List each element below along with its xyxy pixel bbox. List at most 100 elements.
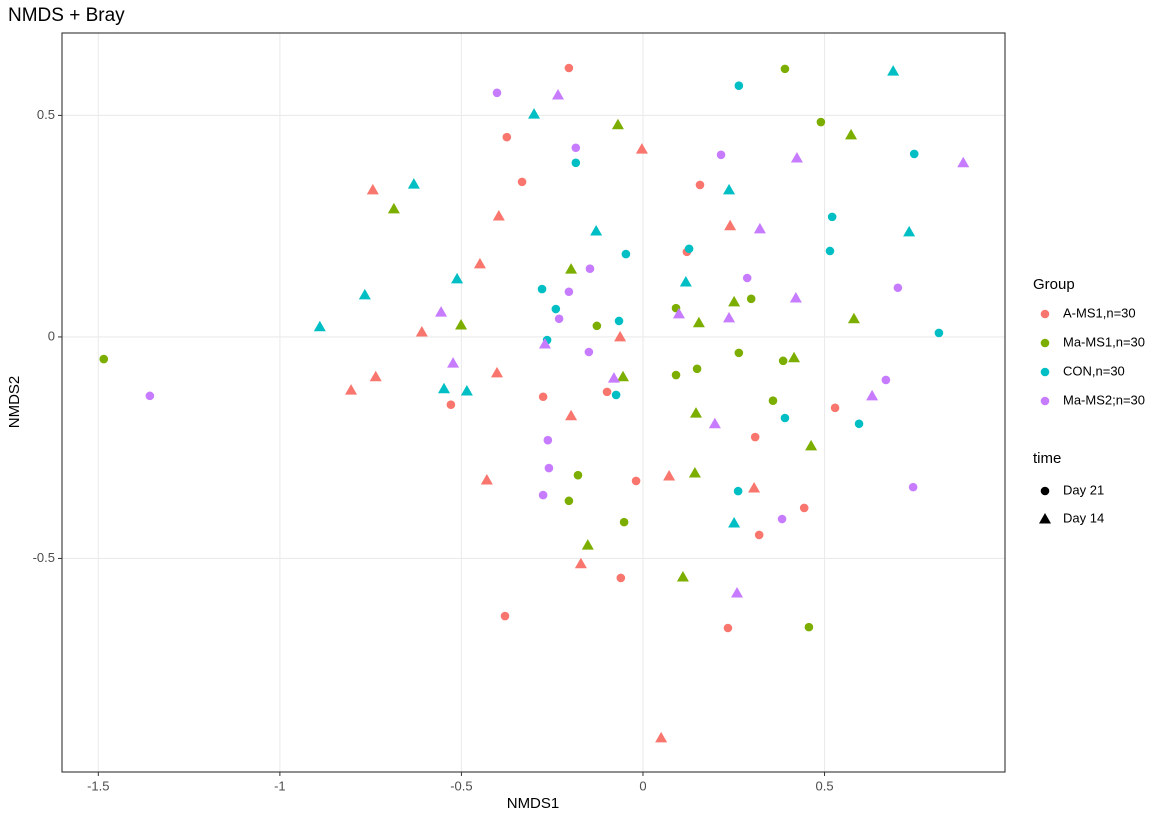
point — [573, 470, 583, 480]
x-tick-label: 0.5 — [815, 778, 833, 793]
point — [780, 64, 790, 74]
point — [564, 63, 574, 73]
point — [866, 389, 879, 401]
point — [585, 264, 595, 274]
point — [145, 391, 155, 401]
x-tick-label: -0.5 — [450, 778, 472, 793]
point — [789, 291, 802, 303]
point — [799, 503, 809, 513]
point — [451, 272, 464, 284]
point — [565, 263, 578, 274]
point — [723, 623, 733, 633]
point — [684, 244, 694, 254]
x-tick-label: 0 — [639, 778, 646, 793]
point — [358, 288, 371, 300]
point — [554, 314, 564, 324]
point — [537, 284, 547, 294]
point — [565, 409, 578, 421]
point — [500, 611, 510, 621]
point — [564, 287, 574, 297]
point — [584, 347, 594, 357]
point — [369, 370, 382, 382]
point — [543, 435, 553, 445]
point — [788, 351, 801, 363]
legend-label: A-MS1,n=30 — [1063, 305, 1136, 320]
point — [617, 370, 630, 382]
point — [616, 573, 626, 583]
y-axis-label: NMDS2 — [6, 376, 23, 429]
point — [611, 118, 624, 130]
point — [407, 178, 420, 189]
point — [538, 392, 548, 402]
x-tick-label: -1 — [274, 778, 286, 793]
point — [611, 390, 621, 400]
point — [99, 354, 109, 364]
y-tick-label: 0.5 — [37, 107, 55, 122]
point — [723, 311, 736, 323]
point — [847, 312, 860, 324]
point — [804, 622, 814, 632]
point — [446, 400, 456, 410]
point — [708, 417, 721, 429]
point — [663, 470, 676, 481]
point — [672, 307, 685, 319]
legend-title: Group — [1033, 276, 1075, 293]
legend-key — [1039, 513, 1051, 524]
point — [816, 117, 826, 127]
point — [437, 382, 450, 394]
point — [768, 396, 778, 406]
point — [619, 517, 629, 527]
point — [590, 225, 603, 236]
point — [614, 330, 627, 342]
point — [845, 128, 858, 140]
x-tick-label: -1.5 — [87, 778, 109, 793]
point — [313, 320, 326, 332]
point — [676, 571, 689, 582]
legend-label: CON,n=30 — [1063, 363, 1125, 378]
point — [750, 432, 760, 442]
point — [881, 375, 891, 385]
point — [854, 419, 864, 429]
point — [631, 476, 641, 486]
point — [731, 587, 744, 598]
point — [734, 81, 744, 91]
point — [538, 338, 551, 349]
point — [655, 731, 668, 743]
point — [695, 180, 705, 190]
x-axis-label: NMDS1 — [507, 795, 560, 812]
point — [473, 257, 486, 269]
y-tick-label: -0.5 — [33, 550, 55, 565]
point — [734, 348, 744, 358]
point — [748, 482, 761, 493]
point — [746, 294, 756, 304]
point — [581, 539, 594, 550]
point — [716, 150, 726, 160]
point — [671, 370, 681, 380]
point — [723, 183, 736, 195]
legend-title: time — [1033, 450, 1061, 467]
point — [460, 384, 473, 396]
point — [909, 149, 919, 159]
point — [564, 496, 574, 506]
point — [679, 275, 692, 287]
point — [688, 466, 701, 478]
point — [517, 177, 527, 187]
point — [689, 407, 702, 418]
point — [728, 517, 741, 528]
point — [777, 514, 787, 524]
plot-border — [61, 32, 1006, 773]
point — [502, 132, 512, 142]
point — [571, 158, 581, 168]
point — [893, 283, 903, 293]
point — [692, 316, 705, 328]
point — [447, 357, 460, 368]
point — [602, 387, 612, 397]
point — [790, 151, 803, 163]
legend-label: Day 21 — [1063, 482, 1104, 497]
point — [621, 249, 631, 259]
point — [614, 316, 624, 326]
point — [733, 486, 743, 496]
point — [754, 530, 764, 540]
point — [825, 246, 835, 256]
